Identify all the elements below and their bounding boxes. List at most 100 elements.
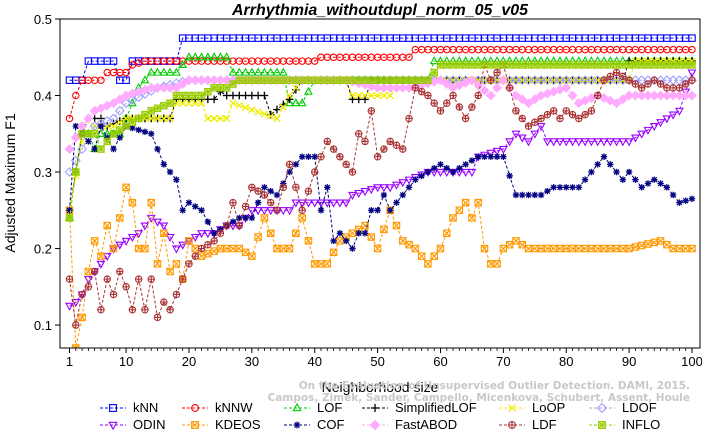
data-point — [303, 86, 313, 95]
legend-item-knn: kNN — [100, 400, 158, 415]
data-point — [229, 80, 237, 88]
data-point — [525, 191, 532, 199]
data-point — [185, 237, 193, 245]
data-point — [90, 237, 99, 245]
data-point — [505, 61, 514, 69]
data-point — [550, 184, 557, 191]
data-point — [481, 153, 488, 160]
x-tick-label: 100 — [681, 354, 702, 369]
legend-marker — [369, 419, 381, 431]
data-point — [676, 199, 683, 206]
data-point — [575, 244, 583, 253]
data-point — [656, 237, 665, 245]
data-point — [480, 61, 489, 69]
data-point — [109, 122, 118, 130]
legend-label: KDEOS — [215, 417, 261, 432]
data-point — [285, 95, 294, 104]
data-point — [97, 114, 105, 123]
data-point — [580, 138, 590, 147]
data-point — [235, 76, 244, 84]
data-point — [474, 91, 482, 100]
data-point — [549, 61, 558, 69]
data-point — [607, 161, 614, 168]
watermark: Campos, Zimek, Sander, Campello, Micenko… — [268, 380, 690, 404]
data-point — [367, 91, 375, 100]
data-point — [606, 72, 615, 81]
data-point — [524, 122, 533, 130]
data-point — [631, 243, 640, 251]
data-point — [166, 305, 174, 314]
data-point — [140, 222, 150, 231]
data-point — [493, 68, 501, 77]
data-point — [568, 61, 577, 69]
data-point — [405, 114, 413, 123]
data-point — [273, 76, 281, 84]
data-point — [600, 153, 608, 160]
data-point — [436, 107, 445, 115]
data-point — [317, 76, 325, 84]
data-point — [185, 99, 193, 107]
data-point — [148, 130, 155, 137]
data-point — [493, 260, 501, 268]
data-point — [675, 84, 684, 92]
data-point — [166, 267, 174, 276]
data-point — [500, 153, 507, 160]
data-point — [248, 252, 256, 260]
data-point — [380, 76, 388, 84]
data-point — [493, 61, 501, 69]
data-point — [669, 84, 677, 92]
data-point — [185, 199, 193, 206]
data-point — [569, 184, 576, 191]
x-tick-label: 70 — [496, 354, 510, 369]
data-point — [160, 114, 168, 123]
data-point — [466, 75, 477, 86]
legend-item-loop: LoOP — [499, 400, 565, 415]
data-point — [368, 207, 375, 214]
legend-label: INFLO — [622, 417, 660, 432]
y-axis: 0.1 0.2 0.3 0.4 0.5 — [34, 12, 60, 333]
data-point — [537, 191, 545, 199]
data-point — [83, 113, 94, 124]
data-point — [135, 126, 142, 134]
data-point — [562, 107, 570, 115]
data-point — [441, 79, 452, 89]
data-point — [436, 61, 445, 69]
legend-item-knnw: kNNW — [182, 400, 253, 415]
data-point — [171, 245, 181, 254]
data-point — [253, 207, 263, 216]
data-point — [114, 94, 125, 105]
data-point — [210, 84, 218, 92]
data-point — [354, 189, 364, 199]
data-point — [160, 229, 168, 237]
data-point — [681, 88, 691, 97]
data-point — [147, 275, 155, 283]
data-point — [405, 53, 413, 62]
data-point — [549, 138, 559, 147]
data-point — [154, 145, 161, 153]
data-point — [523, 98, 534, 109]
data-point — [140, 75, 150, 84]
data-point — [109, 244, 118, 253]
data-point — [517, 94, 528, 105]
data-point — [83, 276, 93, 285]
data-point — [430, 164, 438, 172]
data-point — [399, 76, 407, 84]
data-point — [455, 206, 464, 215]
data-point — [216, 114, 225, 123]
data-point — [179, 99, 187, 107]
data-point — [575, 184, 583, 191]
data-point — [109, 57, 118, 65]
data-point — [461, 114, 470, 123]
data-point — [96, 128, 106, 137]
plot-frame — [59, 18, 701, 349]
legend-item-ldof: LDOF — [589, 400, 657, 415]
data-point — [241, 76, 250, 84]
data-point — [505, 240, 514, 249]
data-point — [229, 218, 237, 225]
data-point — [297, 199, 307, 208]
data-point — [530, 130, 540, 139]
data-point — [462, 161, 469, 168]
data-point — [612, 138, 621, 147]
data-point — [121, 237, 131, 246]
data-point — [618, 138, 628, 147]
